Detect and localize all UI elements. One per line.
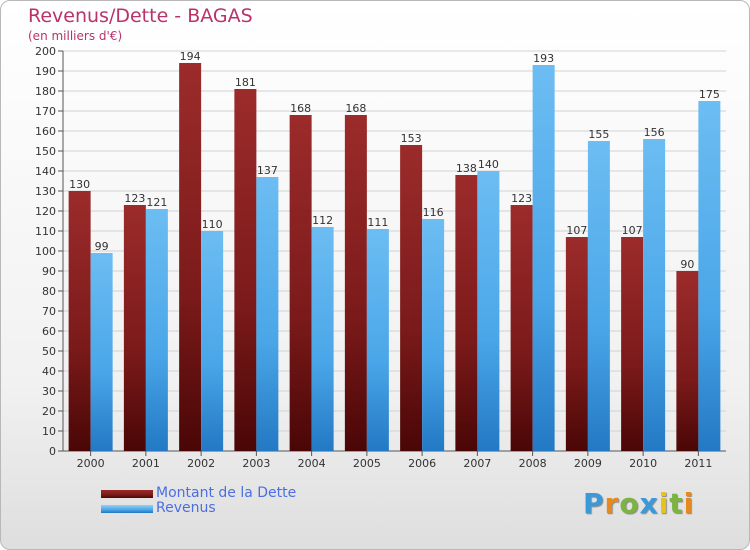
data-label-revenus: 140 [478,158,499,171]
data-label-dette: 107 [566,224,587,237]
bar-revenus [643,139,666,451]
bar-revenus [145,209,168,451]
data-label-dette: 194 [180,50,201,63]
data-label-dette: 168 [345,102,366,115]
bar-dette [234,89,257,451]
x-tick-label: 2009 [574,457,602,470]
y-tick-label: 40 [42,365,56,378]
data-label-revenus: 121 [146,196,167,209]
bar-revenus [587,141,610,451]
legend-swatch-revenus [101,505,153,513]
data-label-dette: 138 [456,162,477,175]
bar-revenus [698,101,721,451]
y-tick-label: 190 [35,65,56,78]
x-tick-label: 2008 [519,457,547,470]
bar-dette [123,205,146,451]
bar-dette [621,237,644,451]
y-tick-label: 0 [49,445,56,458]
y-tick-label: 130 [35,185,56,198]
data-label-dette: 107 [622,224,643,237]
proxiti-logo: Proxiti [583,487,694,520]
data-label-dette: 168 [290,102,311,115]
y-tick-label: 140 [35,165,56,178]
bar-dette [676,271,699,451]
legend-label-revenus: Revenus [156,500,216,516]
bar-revenus [477,171,500,451]
x-tick-label: 2003 [242,457,270,470]
data-label-revenus: 99 [95,240,109,253]
bar-revenus [422,219,445,451]
logo-letter: o [619,487,640,520]
bar-dette [510,205,533,451]
data-label-dette: 90 [680,258,694,271]
bar-revenus [256,177,279,451]
legend-swatch-dette [101,490,153,498]
y-tick-label: 200 [35,45,56,58]
y-tick-label: 100 [35,245,56,258]
data-label-revenus: 155 [588,128,609,141]
y-tick-label: 10 [42,425,56,438]
x-tick-label: 2005 [353,457,381,470]
bar-revenus [311,227,334,451]
y-tick-label: 70 [42,305,56,318]
data-label-dette: 153 [401,132,422,145]
data-label-revenus: 156 [644,126,665,139]
y-tick-label: 60 [42,325,56,338]
x-tick-label: 2002 [187,457,215,470]
y-tick-label: 90 [42,265,56,278]
x-tick-label: 2004 [298,457,326,470]
bar-dette [400,145,423,451]
data-label-revenus: 111 [367,216,388,229]
logo-letter: P [583,487,605,520]
y-tick-label: 180 [35,85,56,98]
bar-revenus [201,231,224,451]
x-tick-label: 2001 [132,457,160,470]
y-tick-label: 50 [42,345,56,358]
x-tick-label: 2000 [77,457,105,470]
y-tick-label: 30 [42,385,56,398]
legend-label-dette: Montant de la Dette [156,485,297,501]
y-tick-label: 150 [35,145,56,158]
chart-title: Revenus/Dette - BAGAS [28,5,253,27]
logo-letter: x [639,487,659,520]
y-tick-label: 120 [35,205,56,218]
bar-dette [565,237,588,451]
data-label-revenus: 193 [533,52,554,65]
x-tick-label: 2011 [684,457,712,470]
logo-letter: t [669,487,684,520]
data-label-dette: 123 [124,192,145,205]
bar-revenus [366,229,389,451]
x-tick-label: 2010 [629,457,657,470]
data-label-revenus: 175 [699,88,720,101]
y-tick-label: 160 [35,125,56,138]
data-label-dette: 123 [511,192,532,205]
x-tick-label: 2007 [463,457,491,470]
bar-dette [68,191,91,451]
x-tick-label: 2006 [408,457,436,470]
bar-dette [289,115,312,451]
y-tick-label: 80 [42,285,56,298]
y-tick-label: 20 [42,405,56,418]
chart-subtitle: (en milliers d'€) [28,29,123,43]
bar-revenus [90,253,113,451]
logo-letter: i [658,487,670,520]
logo-letter: i [683,487,695,520]
data-label-revenus: 110 [202,218,223,231]
bar-revenus [532,65,555,451]
bar-dette [344,115,367,451]
data-label-revenus: 116 [423,206,444,219]
data-label-revenus: 112 [312,214,333,227]
y-tick-label: 110 [35,225,56,238]
data-label-revenus: 137 [257,164,278,177]
bar-dette [455,175,478,451]
bar-dette [179,63,202,451]
logo-letter: r [604,487,620,520]
data-label-dette: 130 [69,178,90,191]
data-label-dette: 181 [235,76,256,89]
y-tick-label: 170 [35,105,56,118]
